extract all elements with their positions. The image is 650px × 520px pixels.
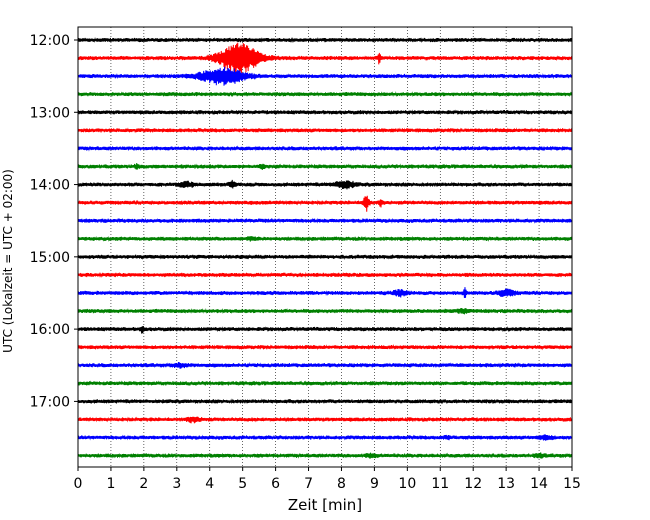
x-tick-label-15: 15	[563, 476, 581, 492]
trace-1645	[77, 380, 573, 387]
trace-1745	[77, 452, 573, 459]
x-tick-label-13: 13	[497, 476, 515, 492]
x-tick-label-6: 6	[271, 476, 280, 492]
x-axis-label: Zeit [min]	[288, 496, 362, 514]
x-tick-label-11: 11	[431, 476, 449, 492]
trace-1600	[77, 325, 573, 334]
trace-layer	[77, 36, 573, 459]
trace-1730	[77, 434, 573, 441]
trace-1615	[77, 344, 573, 351]
x-tick-label-1: 1	[106, 476, 115, 492]
y-tick-label-1500: 15:00	[30, 250, 70, 266]
x-tick-label-10: 10	[398, 476, 416, 492]
trace-1715	[77, 416, 573, 424]
trace-1430	[77, 217, 573, 224]
trace-1245	[77, 91, 573, 98]
trace-1330	[77, 145, 573, 152]
x-tick-label-12: 12	[464, 476, 482, 492]
trace-1200	[77, 36, 573, 44]
x-tick-label-9: 9	[370, 476, 379, 492]
trace-1515	[77, 271, 573, 279]
trace-1345	[77, 162, 573, 170]
y-tick-label-1700: 17:00	[30, 394, 70, 410]
trace-1700	[77, 398, 573, 405]
grid-lines	[110, 27, 540, 467]
trace-1630	[77, 361, 573, 369]
trace-1415	[77, 195, 573, 212]
x-tick-label-5: 5	[238, 476, 247, 492]
x-tick-label-4: 4	[205, 476, 214, 492]
y-axis-ticks: 12:00 13:00 14:00 15:00 16:00 17:00	[30, 33, 78, 410]
x-tick-label-2: 2	[139, 476, 148, 492]
trace-1400	[77, 179, 573, 190]
trace-1500	[77, 253, 573, 261]
trace-1445	[77, 235, 573, 242]
y-tick-label-1400: 14:00	[30, 178, 70, 194]
y-axis-label: UTC (Lokalzeit = UTC + 02:00)	[1, 169, 15, 353]
trace-1530	[77, 287, 573, 299]
trace-1315	[77, 127, 573, 134]
trace-1545	[77, 308, 573, 315]
x-tick-label-14: 14	[530, 476, 548, 492]
x-tick-label-3: 3	[172, 476, 181, 492]
y-tick-label-1300: 13:00	[30, 105, 70, 121]
trace-1300	[77, 109, 573, 116]
y-tick-label-1200: 12:00	[30, 33, 70, 49]
trace-1230	[77, 66, 573, 86]
plot-frame	[77, 26, 573, 468]
trace-1215	[77, 42, 573, 74]
x-tick-label-7: 7	[304, 476, 313, 492]
y-tick-label-1600: 16:00	[30, 322, 70, 338]
x-tick-label-8: 8	[337, 476, 346, 492]
x-axis-ticks: 0 1 2 3 4 5 6 7 8 9 10 11 12 13 14 15	[74, 467, 581, 492]
x-tick-label-0: 0	[74, 476, 83, 492]
